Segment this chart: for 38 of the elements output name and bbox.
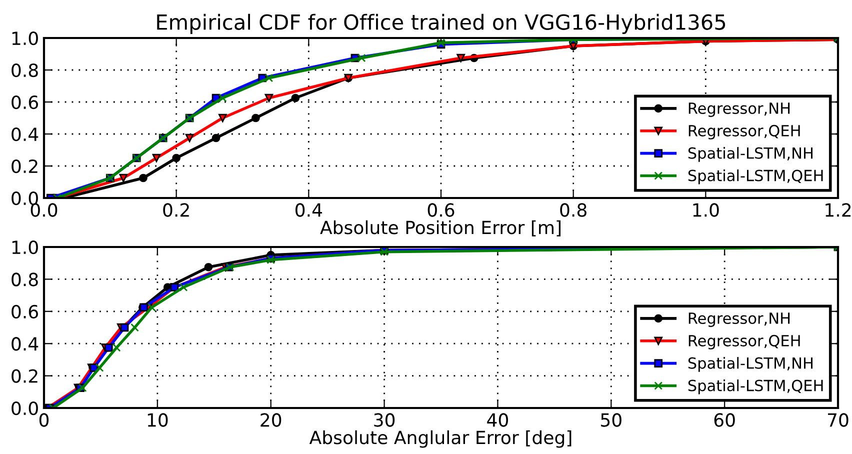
x-tick-label: 30 — [374, 413, 395, 427]
x-tick-label: 20 — [260, 413, 282, 427]
y-tick-label: 0.6 — [12, 95, 38, 110]
legend-label: Spatial-LSTM,NH — [688, 147, 812, 162]
y-tick-label: 0.2 — [12, 369, 38, 383]
y-tick-label: 0.0 — [12, 191, 38, 206]
x-tick-label: 10 — [148, 413, 168, 427]
y-tick-label: 0.4 — [12, 127, 38, 142]
x-tick-label: 40 — [487, 413, 508, 427]
legend-label: Regressor,QEH — [688, 334, 800, 350]
legend-label: Spatial-LSTM,QEH — [688, 169, 823, 184]
y-tick-label: 0.4 — [12, 337, 38, 351]
x-tick-label: 0.4 — [296, 203, 322, 217]
x-tick-label: 0.0 — [30, 203, 58, 217]
y-tick-label: 1.0 — [12, 240, 38, 254]
x-tick-label: 50 — [601, 413, 622, 427]
x-tick-label: 1.0 — [693, 203, 719, 217]
x-tick-label: 70 — [828, 413, 848, 427]
y-tick-label: 1.0 — [12, 31, 38, 46]
x-axis-title: Absolute Position Error [m] — [320, 220, 560, 236]
y-tick-label: 0.2 — [12, 159, 38, 174]
legend-label: Regressor,QEH — [688, 124, 800, 140]
legend-label: Spatial-LSTM,NH — [688, 357, 812, 372]
chart-title: Empirical CDF for Office trained on VGG16-Hybrid1365 — [157, 14, 726, 34]
x-tick-label: 0.2 — [163, 203, 189, 217]
x-tick-label: 0.6 — [428, 203, 454, 217]
legend-label: Regressor,NH — [688, 312, 790, 327]
x-tick-label: 1.2 — [826, 203, 851, 217]
legend-label: Regressor,NH — [688, 102, 790, 117]
x-tick-label: 60 — [714, 413, 735, 427]
x-tick-label: 0 — [39, 413, 49, 427]
y-tick-label: 0.6 — [12, 304, 38, 319]
x-axis-title: Absolute Anglular Error [deg] — [309, 430, 572, 448]
x-tick-label: 0.8 — [560, 203, 586, 217]
y-tick-label: 0.8 — [12, 272, 38, 286]
legend-label: Spatial-LSTM,QEH — [688, 379, 823, 394]
y-tick-label: 0.8 — [12, 63, 38, 78]
y-tick-label: 0.0 — [12, 401, 38, 416]
